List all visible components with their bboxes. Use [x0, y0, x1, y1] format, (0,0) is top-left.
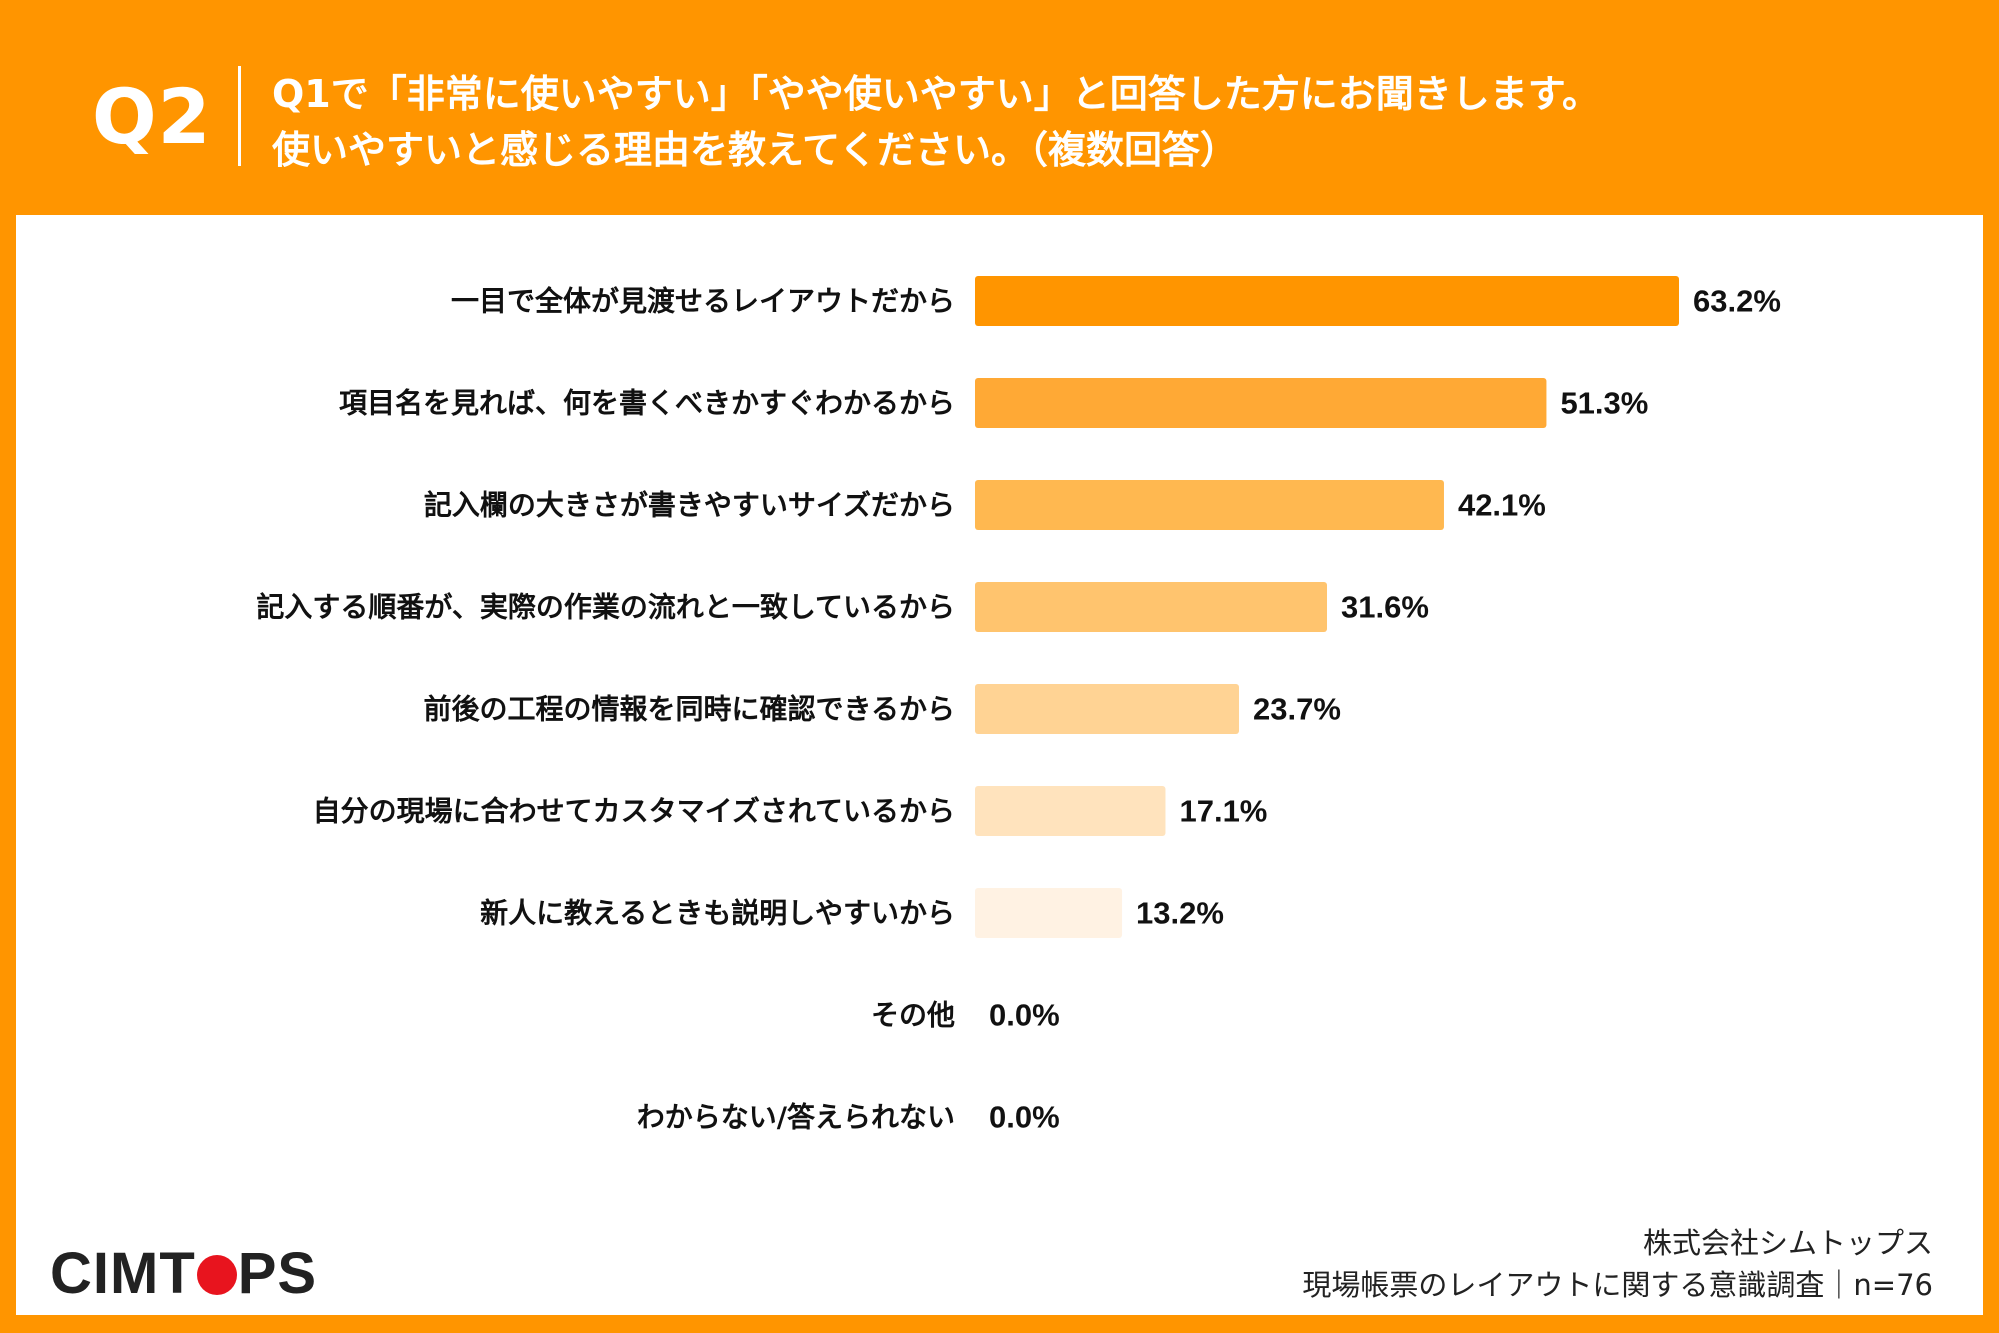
bar [975, 480, 1444, 530]
category-label: 一目で全体が見渡せるレイアウトだから [451, 285, 955, 318]
question-line-1: Q1で「非常に使いやすい」「やや使いやすい」と回答した方にお聞きします。 [272, 72, 1600, 116]
bar [975, 276, 1679, 326]
question-line-2: 使いやすいと感じる理由を教えてください。（複数回答） [272, 128, 1238, 172]
cimtops-logo: CIMT PS [50, 1240, 317, 1307]
survey-info: 現場帳票のレイアウトに関する意識調査｜n=76 [1302, 1268, 1933, 1302]
category-label: 記入欄の大きさが書きやすいサイズだから [424, 489, 955, 522]
value-label: 63.2% [1693, 284, 1781, 319]
category-label: その他 [871, 999, 955, 1032]
logo-text-left: CIMT [50, 1241, 196, 1306]
header: Q2 Q1で「非常に使いやすい」「やや使いやすい」と回答した方にお聞きします。 … [0, 0, 1999, 215]
logo-text-right: PS [237, 1241, 318, 1306]
question-text: Q1で「非常に使いやすい」「やや使いやすい」と回答した方にお聞きします。 使いや… [272, 66, 1600, 178]
company-name: 株式会社シムトップス [1642, 1226, 1933, 1260]
value-label: 51.3% [1560, 386, 1648, 421]
logo-o-dot [196, 1255, 237, 1295]
category-label: 項目名を見れば、何を書くべきかすぐわかるから [339, 387, 955, 420]
value-label: 31.6% [1341, 590, 1429, 625]
value-label: 17.1% [1179, 794, 1267, 829]
bar [975, 888, 1123, 938]
value-label: 42.1% [1458, 488, 1546, 523]
bar [975, 786, 1166, 836]
bar [975, 582, 1327, 632]
category-label: 自分の現場に合わせてカスタマイズされているから [313, 795, 955, 828]
category-label: 記入する順番が、実際の作業の流れと一致しているから [256, 591, 955, 624]
value-label: 0.0% [989, 1100, 1060, 1135]
value-label: 0.0% [989, 998, 1060, 1033]
value-label: 23.7% [1253, 692, 1341, 727]
credit: 株式会社シムトップス 現場帳票のレイアウトに関する意識調査｜n=76 [1302, 1222, 1933, 1306]
header-divider [238, 66, 241, 166]
category-label: 前後の工程の情報を同時に確認できるから [424, 693, 955, 726]
question-number: Q2 [92, 72, 212, 161]
category-label: わからない/答えられない [637, 1101, 955, 1134]
value-label: 13.2% [1136, 896, 1224, 931]
bar [975, 684, 1239, 734]
bar [975, 378, 1547, 428]
category-label: 新人に教えるときも説明しやすいから [480, 897, 955, 930]
